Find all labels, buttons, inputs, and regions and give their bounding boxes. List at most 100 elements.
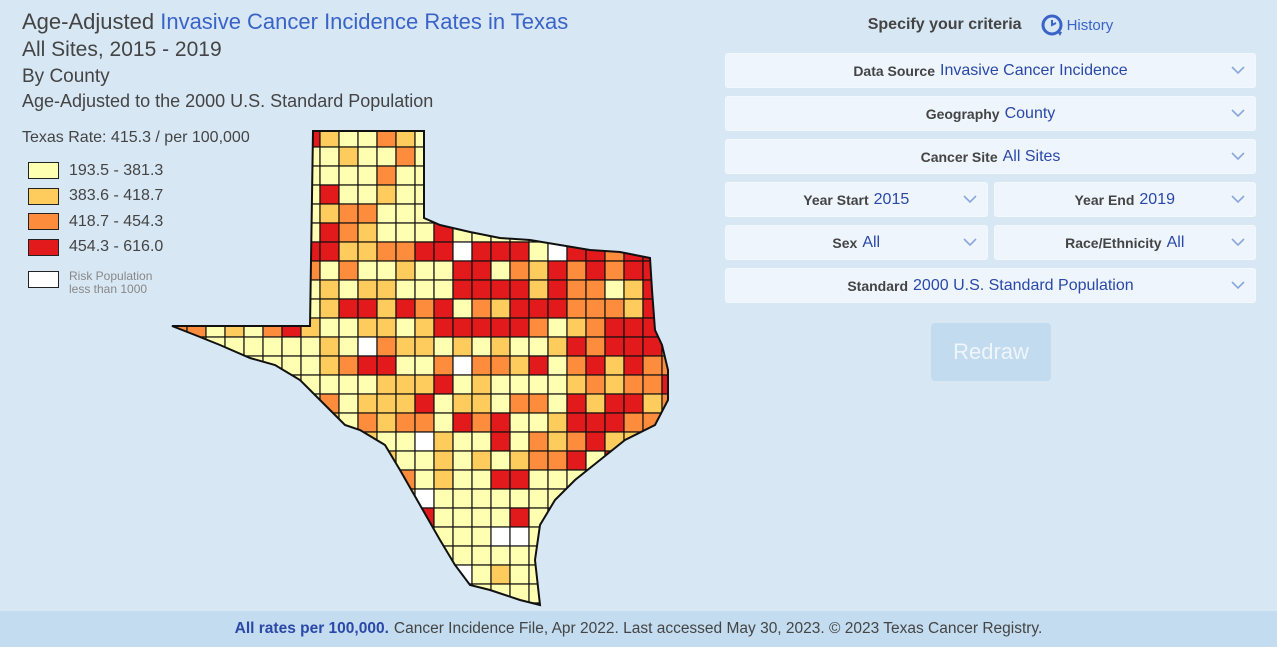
county[interactable] xyxy=(471,545,492,566)
county[interactable] xyxy=(338,222,359,243)
county[interactable] xyxy=(243,526,264,547)
county[interactable] xyxy=(168,298,188,319)
county[interactable] xyxy=(414,260,435,281)
county[interactable] xyxy=(262,431,283,452)
county[interactable] xyxy=(224,602,245,610)
county[interactable] xyxy=(642,545,663,566)
county[interactable] xyxy=(547,184,568,205)
county[interactable] xyxy=(452,431,473,452)
county[interactable] xyxy=(604,393,625,414)
race-ethnicity-dropdown[interactable]: Race/Ethnicity All xyxy=(993,225,1256,260)
county[interactable] xyxy=(547,165,568,186)
county[interactable] xyxy=(585,260,606,281)
county[interactable] xyxy=(604,317,625,338)
county[interactable] xyxy=(566,184,587,205)
county[interactable] xyxy=(205,165,226,186)
county[interactable] xyxy=(585,469,606,490)
county[interactable] xyxy=(623,279,644,300)
county[interactable] xyxy=(604,507,625,528)
county[interactable] xyxy=(262,128,283,148)
county[interactable] xyxy=(376,507,397,528)
county[interactable] xyxy=(224,374,245,395)
county[interactable] xyxy=(395,336,416,357)
county[interactable] xyxy=(186,602,207,610)
county[interactable] xyxy=(585,602,606,610)
county[interactable] xyxy=(471,393,492,414)
county[interactable] xyxy=(262,526,283,547)
county[interactable] xyxy=(414,450,435,471)
county[interactable] xyxy=(528,317,549,338)
county[interactable] xyxy=(243,374,264,395)
county[interactable] xyxy=(471,374,492,395)
county[interactable] xyxy=(471,355,492,376)
county[interactable] xyxy=(262,374,283,395)
standard-dropdown[interactable]: Standard 2000 U.S. Standard Population xyxy=(725,268,1256,303)
county[interactable] xyxy=(168,431,188,452)
county[interactable] xyxy=(509,336,530,357)
county[interactable] xyxy=(243,298,264,319)
county[interactable] xyxy=(585,507,606,528)
county[interactable] xyxy=(661,507,681,528)
county[interactable] xyxy=(319,260,340,281)
county[interactable] xyxy=(357,165,378,186)
county[interactable] xyxy=(243,431,264,452)
county[interactable] xyxy=(357,279,378,300)
county[interactable] xyxy=(395,431,416,452)
county[interactable] xyxy=(205,583,226,604)
county[interactable] xyxy=(490,564,511,585)
county[interactable] xyxy=(186,336,207,357)
county[interactable] xyxy=(433,298,454,319)
county[interactable] xyxy=(395,393,416,414)
county[interactable] xyxy=(281,336,302,357)
county[interactable] xyxy=(186,469,207,490)
county[interactable] xyxy=(300,165,321,186)
county[interactable] xyxy=(585,412,606,433)
county[interactable] xyxy=(623,222,644,243)
county[interactable] xyxy=(281,431,302,452)
county[interactable] xyxy=(243,317,264,338)
county[interactable] xyxy=(319,146,340,167)
county[interactable] xyxy=(376,222,397,243)
county[interactable] xyxy=(566,317,587,338)
county[interactable] xyxy=(509,469,530,490)
county[interactable] xyxy=(566,393,587,414)
county[interactable] xyxy=(376,602,397,610)
county[interactable] xyxy=(262,298,283,319)
county[interactable] xyxy=(243,469,264,490)
county[interactable] xyxy=(224,222,245,243)
county[interactable] xyxy=(338,545,359,566)
county[interactable] xyxy=(509,203,530,224)
county[interactable] xyxy=(205,298,226,319)
county[interactable] xyxy=(414,526,435,547)
county[interactable] xyxy=(490,526,511,547)
county[interactable] xyxy=(604,298,625,319)
county[interactable] xyxy=(168,393,188,414)
county[interactable] xyxy=(547,583,568,604)
county[interactable] xyxy=(281,469,302,490)
county[interactable] xyxy=(376,374,397,395)
county[interactable] xyxy=(281,545,302,566)
county[interactable] xyxy=(168,564,188,585)
county[interactable] xyxy=(509,317,530,338)
county[interactable] xyxy=(186,298,207,319)
county[interactable] xyxy=(585,279,606,300)
county[interactable] xyxy=(262,412,283,433)
county[interactable] xyxy=(642,526,663,547)
county[interactable] xyxy=(661,526,681,547)
county[interactable] xyxy=(205,393,226,414)
county[interactable] xyxy=(566,488,587,509)
county[interactable] xyxy=(281,412,302,433)
county[interactable] xyxy=(642,184,663,205)
county[interactable] xyxy=(281,526,302,547)
county[interactable] xyxy=(338,526,359,547)
county[interactable] xyxy=(262,317,283,338)
county[interactable] xyxy=(642,203,663,224)
county[interactable] xyxy=(566,526,587,547)
county[interactable] xyxy=(623,583,644,604)
county[interactable] xyxy=(528,128,549,148)
county[interactable] xyxy=(243,222,264,243)
county[interactable] xyxy=(300,583,321,604)
county[interactable] xyxy=(262,260,283,281)
county[interactable] xyxy=(452,602,473,610)
county[interactable] xyxy=(319,545,340,566)
